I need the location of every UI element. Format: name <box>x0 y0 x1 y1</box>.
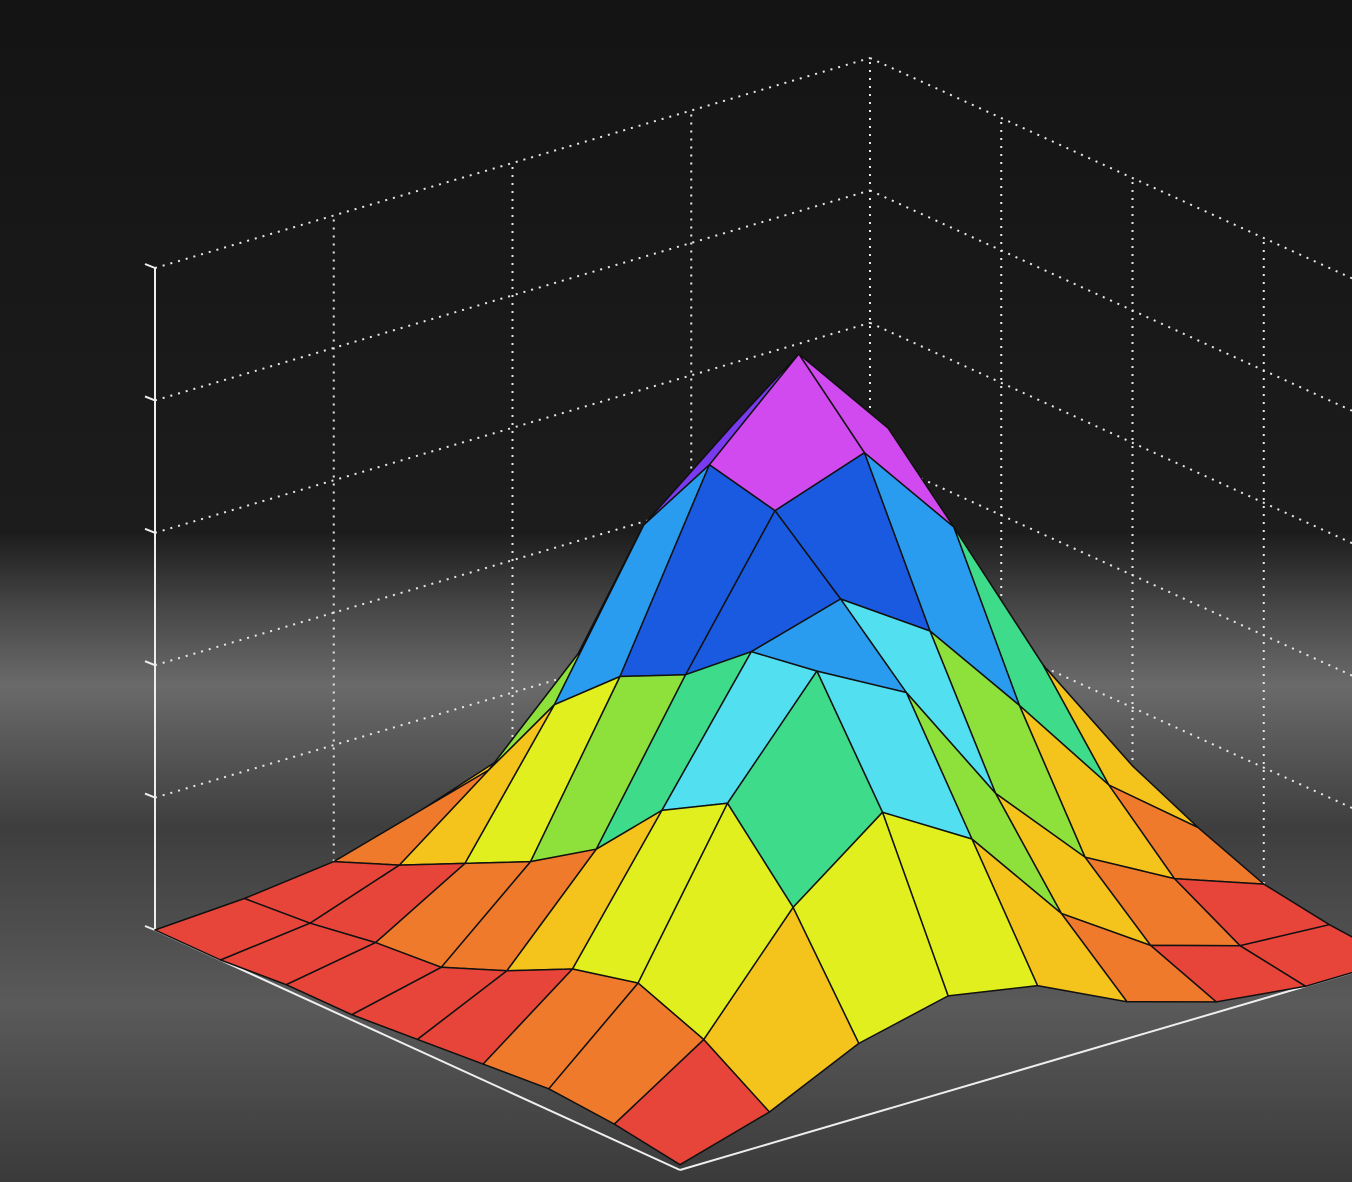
tick-mark <box>145 264 155 268</box>
tick-mark <box>145 529 155 533</box>
tick-mark <box>145 396 155 400</box>
grid-line <box>870 58 1352 298</box>
tick-mark <box>145 794 155 798</box>
surface-plot <box>0 0 1352 1182</box>
tick-mark <box>145 661 155 665</box>
grid-line <box>870 190 1352 430</box>
tick-mark <box>145 926 155 930</box>
grid-line <box>155 58 870 268</box>
page: (() => { const data = JSON.parse(documen… <box>0 0 1352 1182</box>
